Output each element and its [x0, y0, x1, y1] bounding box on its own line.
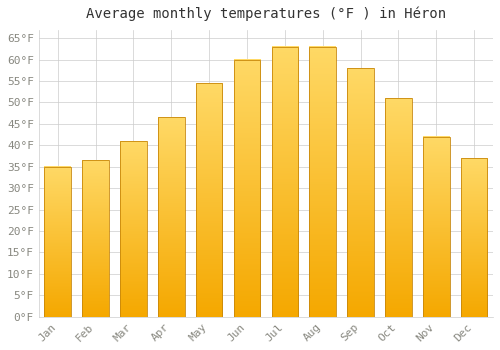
Bar: [234, 60, 260, 317]
Bar: [82, 160, 109, 317]
Bar: [44, 167, 71, 317]
Bar: [158, 118, 184, 317]
Bar: [196, 83, 222, 317]
Bar: [461, 158, 487, 317]
Bar: [385, 98, 411, 317]
Title: Average monthly temperatures (°F ) in Héron: Average monthly temperatures (°F ) in Hé…: [86, 7, 446, 21]
Bar: [423, 137, 450, 317]
Bar: [272, 47, 298, 317]
Bar: [310, 47, 336, 317]
Bar: [120, 141, 146, 317]
Bar: [348, 68, 374, 317]
